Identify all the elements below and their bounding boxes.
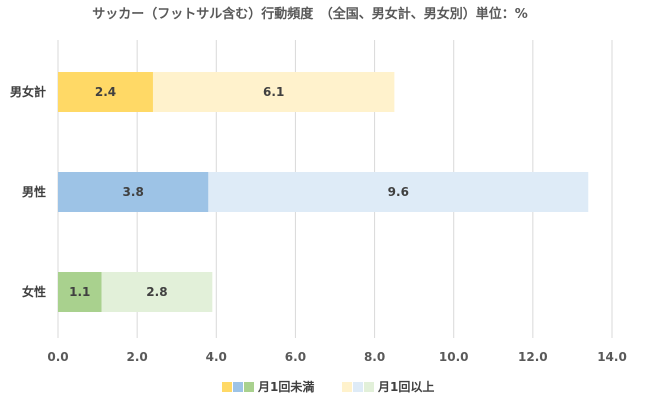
x-tick-labels: 0.0 2.0 4.0 6.0 8.0 10.0 12.0 14.0 bbox=[47, 350, 626, 364]
legend-swatch bbox=[233, 382, 243, 392]
bar-segment bbox=[152, 72, 395, 112]
category-label: 女性 bbox=[22, 284, 46, 299]
bar-segment bbox=[58, 172, 209, 212]
bar-segment bbox=[58, 72, 153, 112]
legend-swatch bbox=[342, 382, 352, 392]
legend-swatch bbox=[222, 382, 232, 392]
bars: 2.4 6.1 3.8 9.6 1.1 2.8 bbox=[58, 72, 589, 312]
legend-swatch bbox=[364, 382, 374, 392]
chart-title: サッカー（フットサル含む）行動頻度 （全国、男女計、男女別）単位：% bbox=[92, 6, 528, 22]
data-label: 2.4 bbox=[95, 85, 116, 99]
legend-entry: 月1回以上 bbox=[377, 379, 434, 394]
x-tick-label: 14.0 bbox=[597, 350, 627, 364]
bar-segment bbox=[58, 272, 102, 312]
x-tick-label: 10.0 bbox=[439, 350, 469, 364]
category-label: 男性 bbox=[22, 184, 46, 199]
data-label: 2.8 bbox=[146, 285, 167, 299]
data-label: 3.8 bbox=[123, 185, 144, 199]
x-tick-label: 8.0 bbox=[364, 350, 385, 364]
x-tick-label: 0.0 bbox=[47, 350, 68, 364]
bar-segment bbox=[101, 272, 213, 312]
data-label: 6.1 bbox=[263, 85, 284, 99]
x-tick-label: 12.0 bbox=[518, 350, 548, 364]
x-tick-label: 2.0 bbox=[127, 350, 148, 364]
legend-entry: 月1回未満 bbox=[257, 379, 314, 394]
bar-segment bbox=[208, 172, 589, 212]
legend-swatch bbox=[244, 382, 254, 392]
x-tick-label: 6.0 bbox=[285, 350, 306, 364]
category-label: 男女計 bbox=[10, 84, 46, 99]
x-tick-label: 4.0 bbox=[206, 350, 227, 364]
data-label: 9.6 bbox=[388, 185, 409, 199]
data-label: 1.1 bbox=[69, 285, 90, 299]
legend: 月1回未満 月1回以上 bbox=[222, 379, 434, 394]
legend-swatch bbox=[353, 382, 363, 392]
